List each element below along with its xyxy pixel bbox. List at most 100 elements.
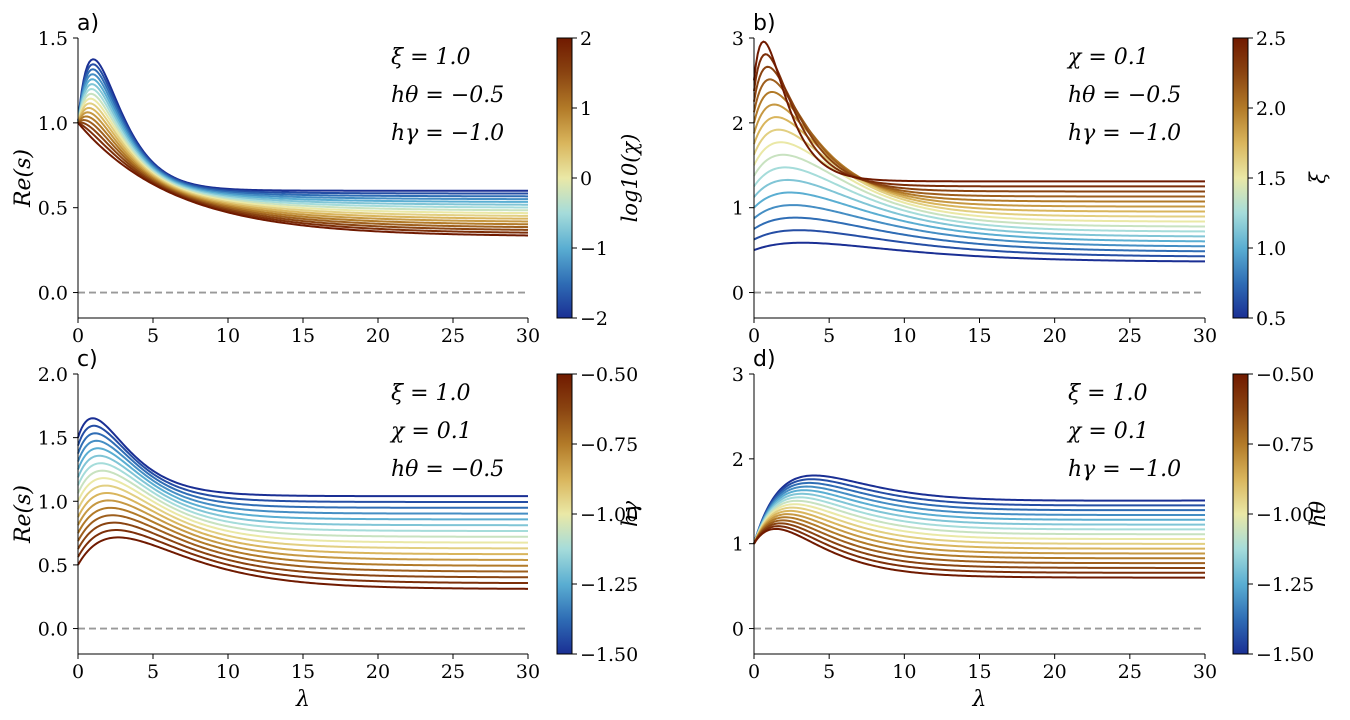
colorbar-tick-label: 2 bbox=[580, 28, 592, 50]
x-tick-label: 25 bbox=[441, 325, 465, 347]
x-tick-label: 10 bbox=[892, 325, 916, 347]
colorbar-label: hγ bbox=[618, 501, 642, 528]
series-line bbox=[753, 474, 1205, 544]
x-tick-label: 0 bbox=[72, 661, 84, 683]
x-tick-label: 15 bbox=[967, 325, 991, 347]
series-line bbox=[77, 122, 529, 237]
series-line bbox=[753, 478, 1206, 544]
y-tick-label: 0.5 bbox=[38, 555, 68, 577]
series-line bbox=[77, 492, 528, 556]
y-tick-label: 0 bbox=[732, 619, 744, 641]
colorbar-tick-label: −1.50 bbox=[1256, 644, 1314, 666]
colorbar-tick-label: −1.50 bbox=[580, 644, 638, 666]
colorbar-tick-label: 1 bbox=[580, 98, 592, 120]
series-line bbox=[753, 485, 1205, 545]
series-line bbox=[753, 90, 1205, 203]
series-line bbox=[753, 153, 1205, 228]
series-line bbox=[77, 432, 528, 509]
y-tick-label: 0.0 bbox=[38, 283, 68, 305]
parameter-annotation: hγ = −1.0 bbox=[1068, 457, 1181, 482]
series-line bbox=[77, 87, 529, 209]
series-line bbox=[77, 529, 528, 585]
y-tick-label: 3 bbox=[732, 28, 744, 50]
parameter-annotation: ξ = 1.0 bbox=[391, 45, 471, 70]
colorbar-tick-label: −1.00 bbox=[580, 504, 638, 526]
colorbar-tick-label: −1.25 bbox=[1256, 574, 1314, 596]
series-line bbox=[753, 509, 1205, 550]
colorbar bbox=[556, 37, 573, 319]
series-line bbox=[77, 417, 528, 498]
x-tick-label: 20 bbox=[1043, 661, 1067, 683]
series-line bbox=[753, 191, 1206, 243]
y-tick-label: 1.5 bbox=[38, 28, 68, 50]
x-axis-label: λ bbox=[972, 687, 987, 712]
panel-label: b) bbox=[753, 11, 776, 36]
panel-label: a) bbox=[77, 11, 99, 36]
colorbar-tick-label: 2.0 bbox=[1256, 98, 1286, 120]
parameter-annotation: χ = 0.1 bbox=[1066, 419, 1149, 444]
colorbar-label: log10(χ) bbox=[618, 134, 642, 223]
y-axis-label: Re(s) bbox=[11, 149, 36, 208]
x-tick-label: 15 bbox=[967, 661, 991, 683]
colorbar bbox=[556, 373, 573, 655]
colorbar-tick-label: 1.5 bbox=[1256, 168, 1286, 190]
x-tick-label: 20 bbox=[366, 325, 390, 347]
series-line bbox=[753, 481, 1205, 545]
series-line bbox=[77, 454, 528, 527]
series-line bbox=[753, 513, 1205, 555]
series-line bbox=[77, 424, 529, 503]
series-line bbox=[753, 141, 1205, 223]
series-line bbox=[753, 78, 1205, 198]
x-tick-label: 5 bbox=[147, 661, 159, 683]
colorbar-tick-label: −2 bbox=[580, 308, 608, 330]
series-line bbox=[753, 489, 1205, 545]
x-tick-label: 25 bbox=[1118, 325, 1142, 347]
series-line bbox=[77, 119, 529, 229]
colorbar-tick-label: −1.00 bbox=[1256, 504, 1314, 526]
y-tick-label: 2 bbox=[732, 449, 744, 471]
series-line bbox=[77, 121, 529, 234]
colorbar-label: hθ bbox=[1306, 501, 1330, 528]
series-line bbox=[77, 469, 528, 538]
series-line bbox=[753, 503, 1205, 545]
x-tick-label: 10 bbox=[216, 325, 240, 347]
series-line bbox=[77, 499, 528, 561]
series-line bbox=[753, 65, 1205, 193]
x-tick-label: 10 bbox=[216, 661, 240, 683]
x-tick-label: 15 bbox=[291, 325, 315, 347]
x-axis-label: λ bbox=[295, 687, 310, 712]
y-tick-label: 1.0 bbox=[38, 113, 68, 135]
series-line bbox=[77, 521, 528, 579]
series-line bbox=[753, 525, 1205, 574]
colorbar bbox=[1232, 373, 1249, 655]
colorbar-tick-label: −1 bbox=[580, 238, 608, 260]
x-tick-label: 5 bbox=[823, 661, 835, 683]
series-line bbox=[77, 121, 529, 231]
colorbar-tick-label: 2.5 bbox=[1256, 28, 1286, 50]
colorbar bbox=[1232, 37, 1249, 319]
series-line bbox=[753, 496, 1205, 545]
series-line bbox=[77, 92, 529, 212]
series-line bbox=[77, 73, 528, 201]
colorbar-tick-label: −0.50 bbox=[580, 364, 638, 386]
colorbar-tick-label: −0.50 bbox=[1256, 364, 1314, 386]
series-group bbox=[77, 58, 529, 237]
series-line bbox=[753, 527, 1205, 579]
parameter-annotation: hθ = −0.5 bbox=[1068, 83, 1181, 108]
series-line bbox=[753, 53, 1205, 188]
y-tick-label: 2 bbox=[732, 113, 744, 135]
series-line bbox=[77, 106, 529, 220]
series-line bbox=[77, 83, 529, 206]
parameter-annotation: hγ = −1.0 bbox=[1068, 121, 1181, 146]
y-tick-label: 1 bbox=[732, 534, 744, 556]
y-tick-label: 1.5 bbox=[38, 428, 68, 450]
y-tick-label: 1 bbox=[732, 198, 744, 220]
x-tick-label: 0 bbox=[748, 661, 760, 683]
parameter-annotation: ξ = 1.0 bbox=[1068, 381, 1148, 406]
series-line bbox=[753, 204, 1206, 248]
series-line bbox=[77, 536, 529, 590]
parameter-annotation: hθ = −0.5 bbox=[391, 457, 504, 482]
series-line bbox=[753, 241, 1206, 263]
series-line bbox=[77, 462, 528, 532]
